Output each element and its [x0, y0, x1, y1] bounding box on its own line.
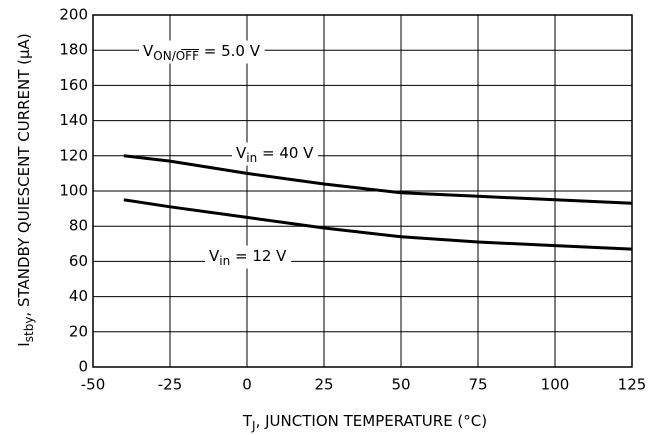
y-tick-label: 60: [69, 252, 88, 270]
x-tick-label: 100: [541, 376, 570, 394]
series-label: Vin = 40 V: [236, 144, 314, 165]
series-label-main: V: [236, 144, 247, 162]
y-tick-label: 80: [69, 217, 88, 235]
x-tick-label: 125: [618, 376, 647, 394]
y-tick-label: 120: [59, 146, 88, 164]
plot-frame: [92, 14, 633, 368]
y-tick-label: 160: [59, 76, 88, 94]
y-axis-title-main: I: [15, 342, 33, 346]
series-label-main: V: [209, 247, 220, 265]
x-axis-title-rest: , JUNCTION TEMPERATURE (°C): [256, 412, 488, 430]
x-axis-title: TJ, JUNCTION TEMPERATURE (°C): [242, 412, 487, 433]
y-tick-label: 20: [69, 322, 88, 340]
x-axis-title-sub: J: [251, 419, 256, 433]
x-tick-label: 0: [242, 376, 252, 394]
annotation-main: V: [143, 42, 154, 60]
y-axis-title-rest: , STANDBY QUIESCENT CURRENT (μA): [15, 33, 33, 316]
y-axis-title-sub: stby: [22, 317, 36, 343]
series-label-rest: = 12 V: [230, 247, 287, 265]
y-tick-label: 140: [59, 111, 88, 129]
y-tick-label: 0: [78, 358, 88, 376]
series-line: [123, 198, 633, 251]
series-label-bg: [232, 142, 319, 166]
series-label-sub: in: [219, 254, 230, 268]
x-tick-label: 25: [314, 376, 333, 394]
series-label-sub: in: [246, 151, 257, 165]
series-line: [123, 154, 633, 205]
y-tick-label: 200: [59, 6, 88, 24]
series-label: Vin = 12 V: [209, 247, 287, 268]
series-label-rest: = 40 V: [257, 144, 314, 162]
annotation-bg: [139, 40, 265, 64]
x-axis-title-main: T: [242, 412, 253, 430]
x-tick-label: 50: [391, 376, 410, 394]
series-label-bg: [205, 245, 292, 269]
y-tick-label: 40: [69, 287, 88, 305]
x-tick-label: -50: [81, 376, 106, 394]
annotation-sub: ON/OFF: [153, 49, 199, 63]
x-tick-label: 75: [468, 376, 487, 394]
y-axis-title: Istby, STANDBY QUIESCENT CURRENT (μA): [15, 33, 36, 346]
y-tick-label: 100: [59, 182, 88, 200]
x-tick-label: -25: [158, 376, 183, 394]
y-tick-label: 180: [59, 41, 88, 59]
annotation-rest: = 5.0 V: [199, 42, 261, 60]
annotation: VON/OFF = 5.0 V: [143, 42, 261, 63]
